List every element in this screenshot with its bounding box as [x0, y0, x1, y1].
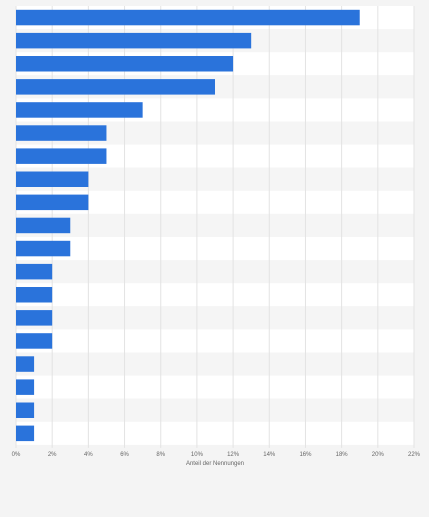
bar[interactable] — [16, 333, 53, 349]
x-tick-label: 0% — [12, 452, 21, 458]
row-band — [16, 144, 414, 168]
bar[interactable] — [16, 79, 215, 95]
row-band — [16, 190, 414, 214]
row-band — [16, 237, 414, 261]
row-bands — [16, 6, 414, 445]
bar[interactable] — [16, 287, 53, 303]
row-band — [16, 329, 414, 353]
row-band — [16, 167, 414, 191]
bar[interactable] — [16, 9, 360, 26]
x-tick-label: 16% — [299, 452, 312, 458]
row-band — [16, 283, 414, 307]
x-axis-label: Anteil der Nennungen — [186, 461, 244, 467]
x-tick-label: 20% — [372, 452, 385, 458]
row-band — [16, 121, 414, 145]
bar[interactable] — [16, 379, 35, 395]
row-band — [16, 260, 414, 284]
bar[interactable] — [16, 240, 71, 257]
x-tick-label: 8% — [156, 452, 165, 458]
bar[interactable] — [16, 263, 53, 280]
bar[interactable] — [16, 425, 35, 442]
x-tick-label: 2% — [48, 452, 57, 458]
x-tick-label: 6% — [120, 452, 129, 458]
bar[interactable] — [16, 32, 252, 49]
row-band — [16, 213, 414, 237]
bar[interactable] — [16, 310, 53, 326]
bar[interactable] — [16, 171, 89, 188]
row-band — [16, 398, 414, 422]
row-band — [16, 306, 414, 330]
bar[interactable] — [16, 125, 107, 141]
row-band — [16, 421, 414, 445]
x-tick-label: 4% — [84, 452, 93, 458]
x-tick-label: 12% — [227, 452, 240, 458]
bar[interactable] — [16, 102, 143, 118]
x-tick-label: 14% — [263, 452, 276, 458]
bar[interactable] — [16, 56, 234, 72]
bar[interactable] — [16, 356, 35, 372]
bar[interactable] — [16, 194, 89, 211]
bars — [16, 9, 360, 442]
bar[interactable] — [16, 148, 107, 164]
bar[interactable] — [16, 402, 35, 419]
x-tick-label: 18% — [336, 452, 349, 458]
row-band — [16, 352, 414, 376]
x-tick-label: 10% — [191, 452, 204, 458]
x-axis-ticks: 0% 2% 4% 6% 8% 10% 12% 14% 16% 18% 20% 22% — [12, 452, 421, 458]
row-band — [16, 375, 414, 399]
x-tick-label: 22% — [408, 452, 421, 458]
bar[interactable] — [16, 217, 71, 234]
